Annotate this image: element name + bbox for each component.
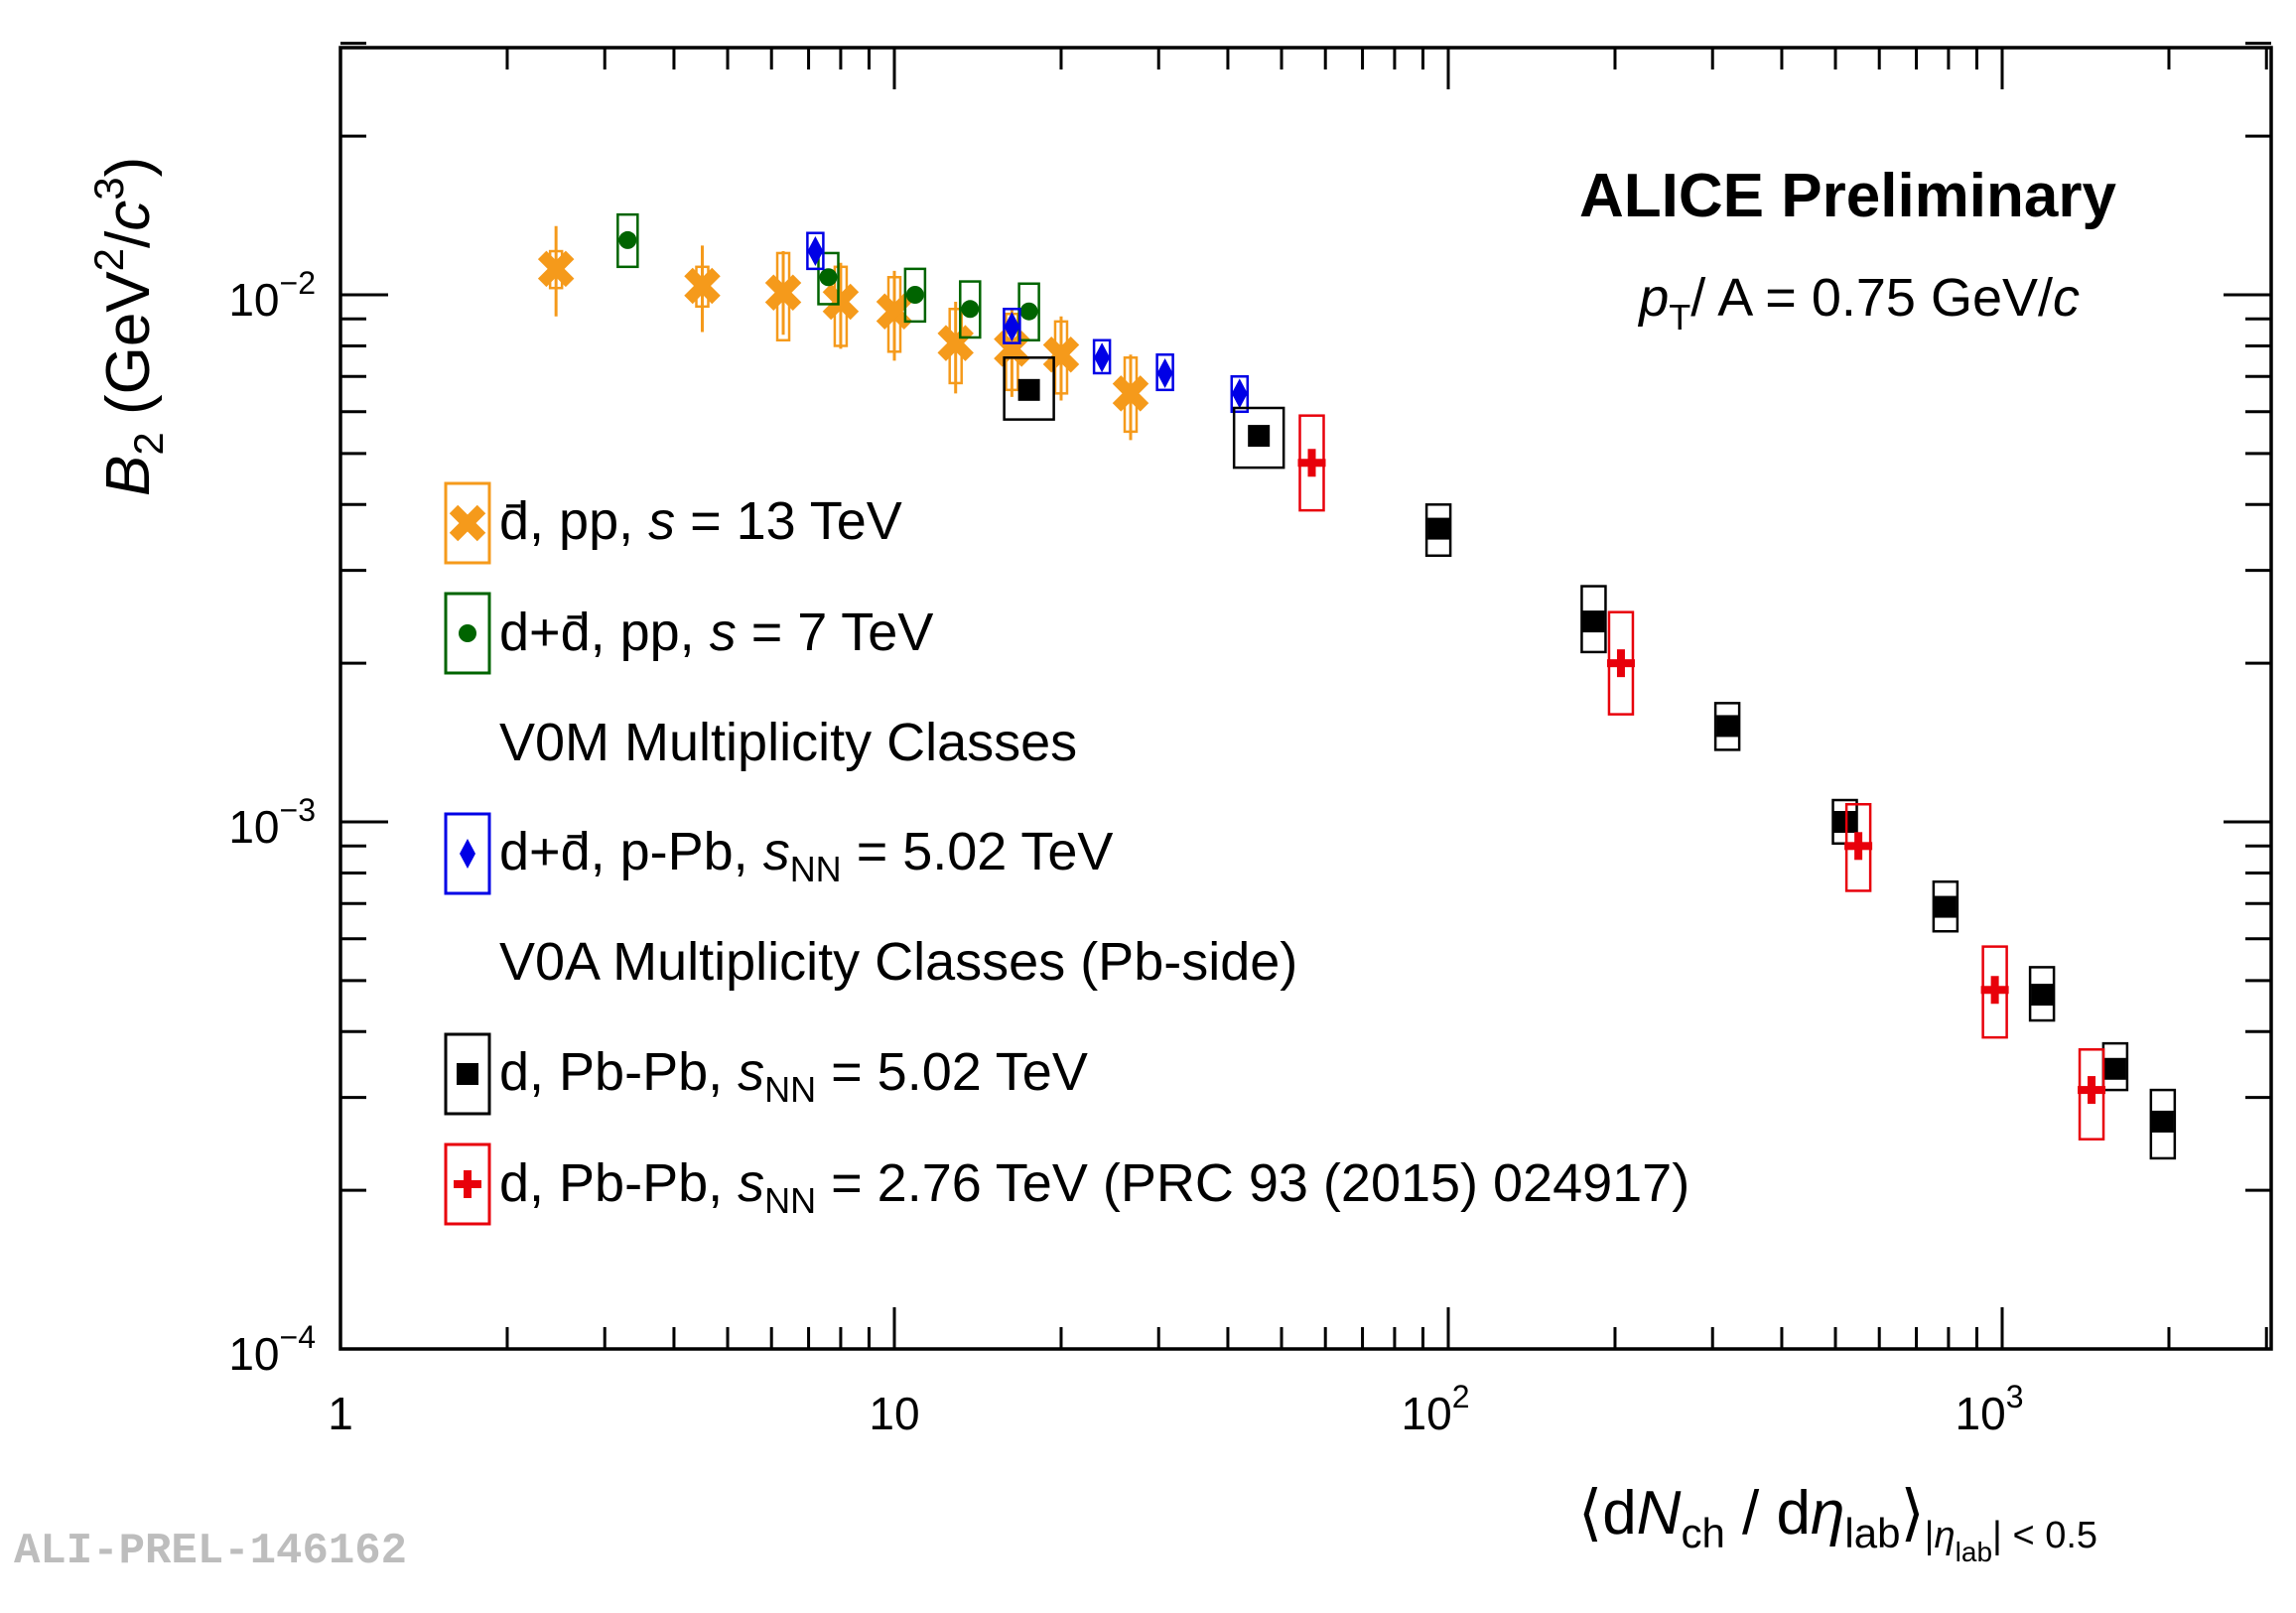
circle-marker — [1019, 302, 1038, 321]
legend-symbol-box — [444, 812, 491, 895]
circle-marker — [459, 624, 476, 642]
chart-title: ALICE Preliminary — [1579, 162, 2116, 230]
square-marker — [2151, 1110, 2174, 1133]
x-tick-label: 103 — [1956, 1379, 2024, 1439]
series — [1003, 356, 2177, 1160]
syst-error-box — [959, 280, 982, 339]
syst-error-box — [806, 231, 825, 271]
watermark: ALI-PREL-146162 — [14, 1527, 408, 1576]
x-tick-label: 1 — [328, 1388, 353, 1439]
diamond-marker — [1231, 378, 1248, 409]
legend-label: d̄, pp, s = 13 TeV — [499, 491, 902, 551]
x-marker — [449, 504, 486, 542]
cross-marker — [2088, 1076, 2096, 1105]
legend-symbol-box — [444, 481, 491, 565]
syst-error-box — [616, 212, 639, 269]
legend-label: d+d̄, p-Pb, sNN = 5.02 TeV — [499, 822, 1113, 889]
x-marker — [684, 267, 721, 305]
syst-error-box — [1713, 702, 1741, 751]
x-marker — [937, 325, 974, 361]
diamond-marker — [460, 839, 475, 869]
cross-marker — [1307, 449, 1316, 477]
cross-marker — [1990, 976, 1999, 1005]
legend-label: d, Pb-Pb, sNN = 5.02 TeV — [499, 1042, 1088, 1110]
syst-error-box — [1230, 375, 1250, 414]
series — [806, 231, 1250, 414]
circle-marker — [618, 230, 637, 249]
y-axis-label: B2 (GeV2/c3) — [85, 157, 172, 496]
chart-subtitle: pT/ A = 0.75 GeV/c — [1637, 268, 2080, 337]
circle-marker — [905, 286, 924, 304]
legend-header: V0A Multiplicity Classes (Pb-side) — [499, 932, 1297, 992]
legend-symbol-box — [444, 592, 491, 675]
x-axis-label: ⟨dNch / dηlab⟩|ηlab| < 0.5 — [1578, 1479, 2097, 1567]
x-tick-label: 10 — [869, 1388, 919, 1439]
x-marker — [876, 293, 913, 330]
y-tick-label: 10−2 — [228, 265, 316, 326]
series — [616, 212, 1040, 342]
x-marker — [822, 283, 860, 321]
cross-marker — [1616, 649, 1625, 678]
x-marker — [764, 274, 802, 311]
plot-frame — [338, 46, 2273, 1351]
cross-marker — [464, 1170, 472, 1198]
diamond-marker — [807, 236, 824, 267]
syst-error-box — [2149, 1088, 2177, 1160]
syst-error-box — [1003, 356, 1055, 421]
square-marker — [1248, 425, 1271, 448]
x-marker — [1112, 375, 1149, 412]
syst-error-box — [1424, 503, 1452, 558]
syst-error-box — [903, 267, 927, 324]
legend-header: V0M Multiplicity Classes — [499, 713, 1077, 772]
circle-marker — [961, 300, 980, 319]
syst-error-box — [1232, 406, 1285, 470]
x-marker — [537, 250, 575, 288]
syst-error-box — [1003, 308, 1021, 344]
syst-error-box — [2028, 966, 2056, 1022]
square-marker — [2031, 984, 2054, 1007]
diamond-marker — [1156, 357, 1173, 388]
syst-error-box — [1932, 880, 1959, 933]
square-marker — [1582, 610, 1605, 633]
square-marker — [1716, 715, 1739, 738]
syst-error-box — [2078, 1048, 2105, 1141]
x-marker — [1042, 336, 1080, 373]
data-points — [537, 212, 2177, 1160]
diamond-marker — [1004, 312, 1020, 342]
legend-symbol-box — [444, 1032, 491, 1116]
syst-error-box — [1155, 353, 1174, 392]
legend-label: d+d̄, pp, s = 7 TeV — [499, 603, 933, 662]
y-tick-label: 10−4 — [228, 1319, 316, 1380]
syst-error-box — [1092, 338, 1112, 375]
legend-symbol-box — [444, 1143, 491, 1226]
syst-error-box — [817, 251, 840, 306]
square-marker — [1934, 895, 1957, 918]
x-tick-label: 102 — [1402, 1379, 1470, 1439]
square-marker — [1017, 378, 1040, 401]
series — [1297, 414, 2106, 1141]
square-marker — [2103, 1057, 2126, 1080]
syst-error-box — [1580, 585, 1607, 654]
legend-label: d, Pb-Pb, sNN = 2.76 TeV (PRC 93 (2015) … — [499, 1153, 1689, 1221]
circle-marker — [819, 268, 838, 287]
square-marker — [1427, 517, 1450, 540]
legend: d̄, pp, s = 13 TeV d+d̄, pp, s = 7 TeV V… — [444, 481, 1689, 1226]
y-tick-label: 10−3 — [228, 792, 316, 853]
square-marker — [457, 1063, 478, 1085]
cross-marker — [1854, 832, 1863, 861]
diamond-marker — [1094, 342, 1111, 373]
square-marker — [1833, 811, 1856, 833]
